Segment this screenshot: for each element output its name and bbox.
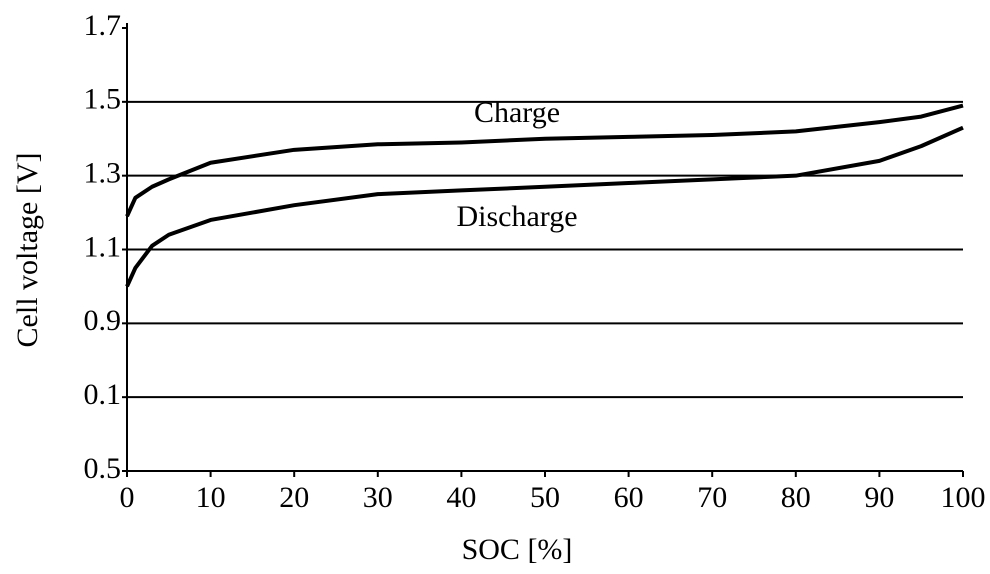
y-tick-label: 1.7	[84, 9, 122, 42]
x-tick-label: 60	[614, 481, 644, 514]
x-tick-label: 30	[363, 481, 393, 514]
y-tick-label: 1.5	[84, 83, 122, 116]
x-tick-label: 50	[530, 481, 560, 514]
series-label: Discharge	[456, 200, 577, 233]
x-tick-label: 100	[941, 481, 986, 514]
y-axis-label: Cell voltage [V]	[11, 153, 44, 348]
y-tick-label: 0.9	[84, 304, 122, 337]
y-tick-label: 1.3	[84, 157, 122, 190]
y-tick-label: 0.5	[84, 452, 122, 485]
x-tick-label: 70	[697, 481, 727, 514]
x-tick-label: 40	[446, 481, 476, 514]
x-axis-label: SOC [%]	[462, 533, 573, 566]
x-tick-label: 10	[196, 481, 226, 514]
y-tick-label: 1.1	[84, 230, 122, 263]
x-tick-label: 90	[864, 481, 894, 514]
x-tick-label: 0	[120, 481, 135, 514]
y-tick-label: 0.1	[84, 378, 122, 411]
x-tick-label: 20	[279, 481, 309, 514]
x-tick-label: 80	[781, 481, 811, 514]
line	[125, 125, 964, 288]
line	[125, 103, 964, 218]
